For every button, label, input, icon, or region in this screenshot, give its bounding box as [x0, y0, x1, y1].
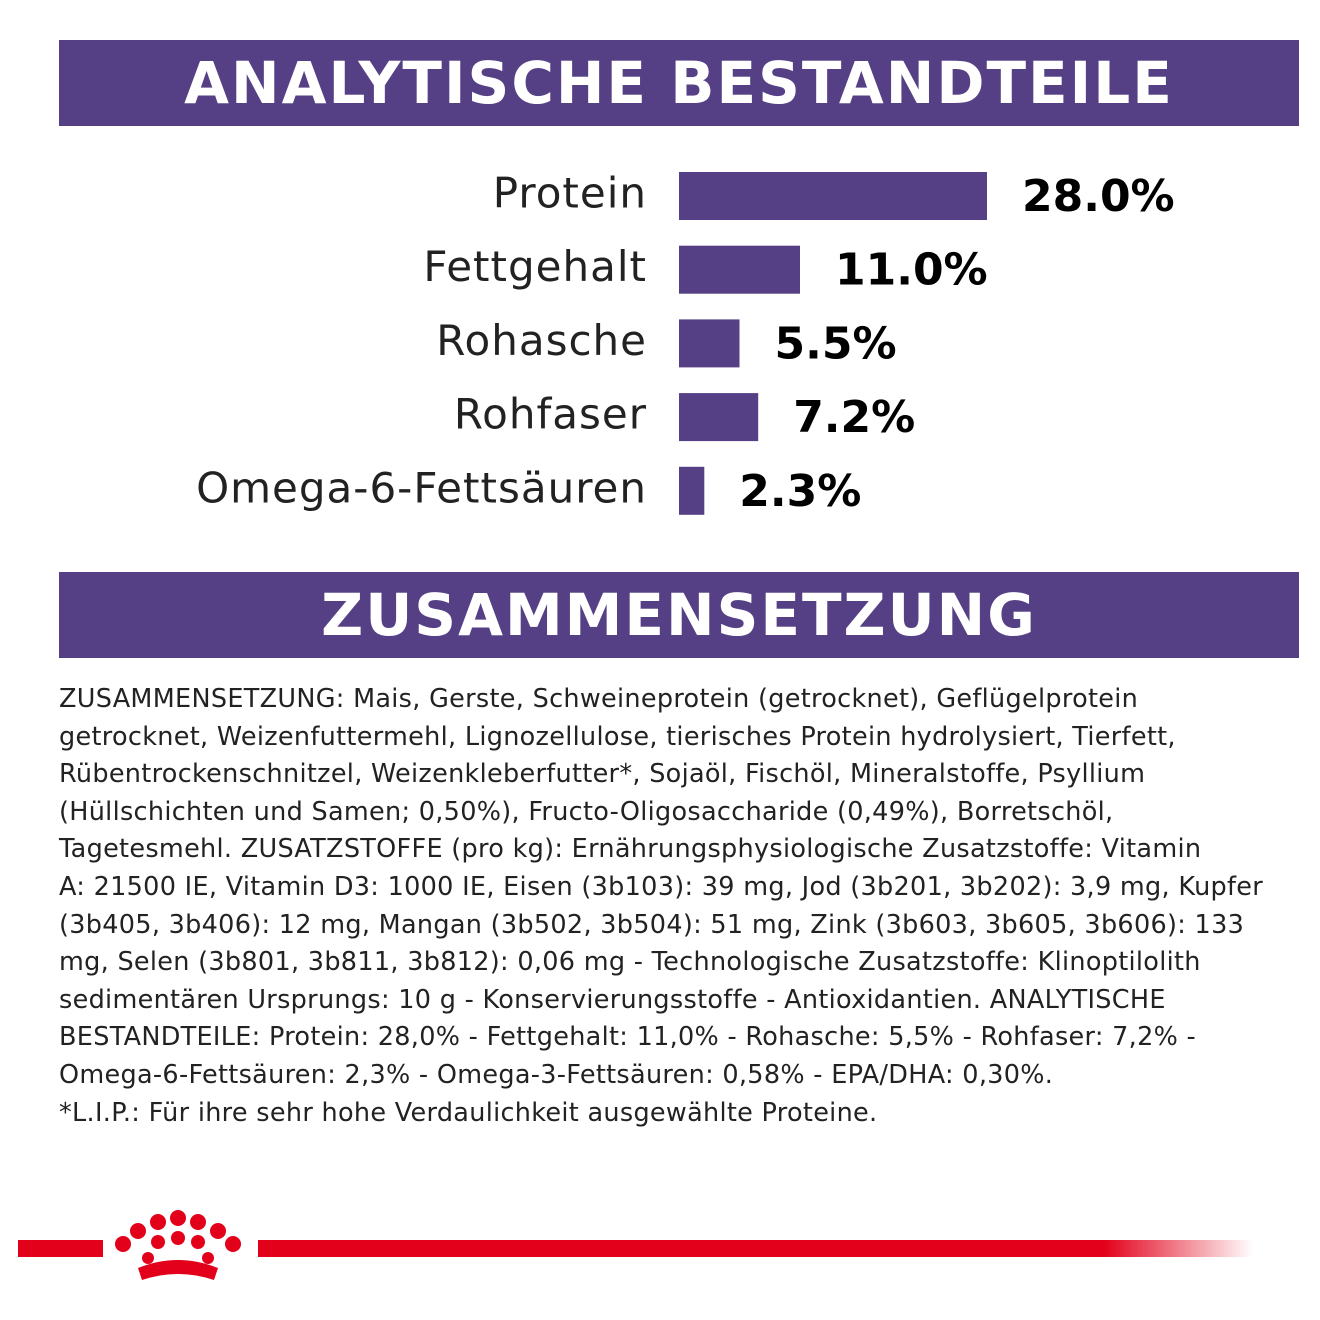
bar: [679, 172, 987, 220]
text-line: (Hüllschichten und Samen; 0,50%), Fructo…: [59, 796, 1114, 827]
value-label: 28.0%: [1022, 171, 1175, 222]
composition-text: ZUSAMMENSETZUNG: Mais, Gerste, Schweinep…: [59, 681, 1263, 1132]
text-line: *L.I.P.: Für ihre sehr hohe Verdaulichke…: [59, 1097, 878, 1128]
bar: [679, 245, 800, 294]
text-line: BESTANDTEILE: Protein: 28,0% - Fettgehal…: [59, 1022, 1197, 1053]
text-line: (3b405, 3b406): 12 mg, Mangan (3b502, 3b…: [59, 909, 1245, 940]
bar: [679, 466, 705, 515]
value-label: 7.2%: [793, 392, 915, 443]
text-line: Rübentrockenschnitzel, Weizenkleberfutte…: [59, 759, 1146, 790]
text-line: Tagetesmehl. ZUSATZSTOFFE (pro kg): Ernä…: [59, 834, 1202, 865]
text-line: Omega-6-Fettsäuren: 2,3% - Omega-3-Fetts…: [59, 1059, 1054, 1090]
text-line: getrocknet, Weizenfuttermehl, Lignozellu…: [59, 721, 1176, 752]
category-label: Fettgehalt: [423, 242, 647, 291]
value-label: 11.0%: [835, 245, 988, 296]
text-line: A: 21500 IE, Vitamin D3: 1000 IE, Eisen …: [59, 871, 1264, 902]
section-title: ZUSAMMENSETZUNG: [59, 572, 1299, 658]
value-label: 2.3%: [739, 466, 861, 517]
value-label: 5.5%: [775, 318, 897, 369]
text-line: sedimentären Ursprungs: 10 g - Konservie…: [59, 984, 1166, 1015]
chart: Protein 28.0% Fettgehalt 11.0% Rohasche 5.5% R…: [196, 169, 1175, 517]
text-line: mg, Selen (3b801, 3b811, 3b812): 0,06 mg…: [59, 947, 1201, 978]
section-title: ANALYTISCHE BESTANDTEILE: [59, 40, 1299, 126]
category-label: Omega-6-Fettsäuren: [196, 463, 647, 512]
category-label: Rohfaser: [454, 390, 647, 439]
logo-bar: [18, 1210, 1253, 1280]
category-label: Protein: [493, 169, 647, 218]
bar: [679, 319, 740, 368]
text-line: ZUSAMMENSETZUNG: Mais, Gerste, Schweinep…: [59, 684, 1139, 714]
category-label: Rohasche: [436, 316, 647, 365]
bar: [679, 393, 759, 442]
